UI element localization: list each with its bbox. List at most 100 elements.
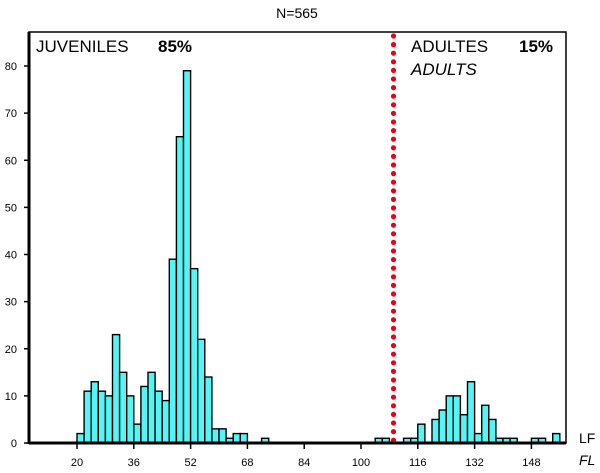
x-tick-label: 68 bbox=[241, 457, 253, 468]
histogram-bar bbox=[83, 390, 92, 444]
plot-frame bbox=[28, 31, 567, 444]
threshold-dot bbox=[390, 351, 397, 357]
y-tick-label: 0 bbox=[11, 438, 17, 450]
threshold-dot bbox=[390, 93, 397, 99]
histogram-bar bbox=[90, 381, 99, 444]
threshold-dot bbox=[390, 42, 397, 48]
threshold-dot bbox=[390, 67, 397, 73]
threshold-dot bbox=[390, 394, 397, 400]
x-axis-label: LF bbox=[579, 430, 595, 446]
threshold-dot bbox=[390, 179, 397, 185]
histogram-bar bbox=[218, 428, 227, 444]
juveniles-percent: 85% bbox=[158, 37, 192, 56]
histogram-bar bbox=[459, 414, 469, 444]
threshold-dot bbox=[390, 360, 397, 366]
histogram-bar bbox=[417, 423, 426, 444]
threshold-dot bbox=[390, 257, 397, 263]
y-tick-label: 80 bbox=[5, 61, 17, 73]
x-tick-label: 148 bbox=[522, 457, 540, 468]
x-tick-label: 84 bbox=[298, 457, 310, 468]
threshold-dot bbox=[390, 282, 397, 288]
histogram-bar bbox=[466, 381, 476, 444]
threshold-dot bbox=[390, 128, 397, 134]
threshold-dot bbox=[390, 153, 397, 159]
threshold-dot bbox=[390, 300, 397, 306]
x-ticks: 20 36 52 68 84 100 116 132 148 bbox=[71, 443, 541, 469]
y-tick-label: 70 bbox=[5, 108, 17, 120]
threshold-dot bbox=[390, 308, 397, 314]
threshold-dot bbox=[390, 119, 397, 125]
threshold-dot bbox=[390, 265, 397, 271]
threshold-dot bbox=[390, 420, 397, 426]
threshold-dot bbox=[390, 343, 397, 349]
histogram-bar bbox=[147, 371, 156, 444]
threshold-dot bbox=[390, 110, 397, 116]
threshold-dot bbox=[390, 325, 397, 331]
histogram-bar bbox=[97, 390, 107, 444]
threshold-dot bbox=[390, 171, 397, 177]
y-tick-label: 60 bbox=[5, 155, 17, 167]
adults-label: ADULTES bbox=[411, 37, 488, 56]
histogram-bar bbox=[452, 395, 462, 444]
y-tick-label: 40 bbox=[5, 250, 17, 262]
threshold-dot bbox=[390, 411, 397, 417]
histogram-bar bbox=[182, 70, 192, 444]
histogram-bar bbox=[154, 390, 163, 444]
threshold-dot bbox=[390, 102, 397, 108]
threshold-dot bbox=[390, 386, 397, 392]
y-tick-label: 50 bbox=[5, 202, 17, 214]
bars-group bbox=[76, 70, 561, 444]
histogram-bar bbox=[125, 395, 135, 444]
threshold-dot bbox=[390, 76, 397, 82]
histogram-bar bbox=[189, 267, 199, 444]
threshold-dot bbox=[390, 334, 397, 340]
x-tick-label: 116 bbox=[409, 457, 427, 468]
x-tick-label: 20 bbox=[71, 457, 83, 468]
threshold-dot bbox=[390, 205, 397, 211]
histogram-bar bbox=[431, 418, 440, 444]
threshold-dot bbox=[390, 50, 397, 56]
threshold-dot bbox=[390, 368, 397, 374]
threshold-dot bbox=[390, 317, 397, 323]
threshold-dot bbox=[390, 231, 397, 237]
threshold-dot bbox=[390, 429, 397, 435]
threshold-line bbox=[390, 33, 397, 443]
histogram-bar bbox=[168, 258, 178, 444]
threshold-dot bbox=[390, 33, 397, 39]
x-tick-label: 36 bbox=[128, 457, 140, 468]
threshold-dot bbox=[390, 248, 397, 254]
x-tick-label: 100 bbox=[352, 457, 370, 468]
histogram-bar bbox=[204, 376, 213, 444]
threshold-dot bbox=[390, 136, 397, 142]
threshold-dot bbox=[390, 145, 397, 151]
threshold-dot bbox=[390, 59, 397, 65]
y-ticks: 0 10 20 30 40 50 60 70 80 bbox=[5, 61, 29, 450]
threshold-dot bbox=[390, 222, 397, 228]
histogram-bar bbox=[161, 399, 170, 444]
histogram-bar bbox=[488, 418, 497, 444]
threshold-dot bbox=[390, 239, 397, 245]
y-tick-label: 20 bbox=[5, 344, 17, 356]
histogram-bar bbox=[481, 404, 490, 444]
histogram-bar bbox=[133, 423, 142, 444]
histogram-bar bbox=[445, 395, 455, 444]
threshold-dot bbox=[390, 188, 397, 194]
threshold-dot bbox=[390, 196, 397, 202]
chart-title: N=565 bbox=[276, 5, 318, 21]
histogram-bar bbox=[211, 428, 220, 444]
y-tick-label: 30 bbox=[5, 297, 17, 309]
threshold-dot bbox=[390, 85, 397, 91]
histogram-bar bbox=[175, 135, 185, 444]
histogram-bar bbox=[104, 395, 114, 444]
histogram-bar bbox=[438, 409, 447, 444]
x-tick-label: 132 bbox=[465, 457, 483, 468]
adults-label-alt: ADULTS bbox=[410, 60, 477, 79]
histogram-bar bbox=[118, 371, 128, 444]
y-tick-label: 10 bbox=[5, 391, 17, 403]
threshold-dot bbox=[390, 291, 397, 297]
threshold-dot bbox=[390, 403, 397, 409]
x-axis-label-alt: FL bbox=[579, 452, 595, 468]
histogram-bar bbox=[196, 338, 206, 444]
threshold-dot bbox=[390, 377, 397, 383]
